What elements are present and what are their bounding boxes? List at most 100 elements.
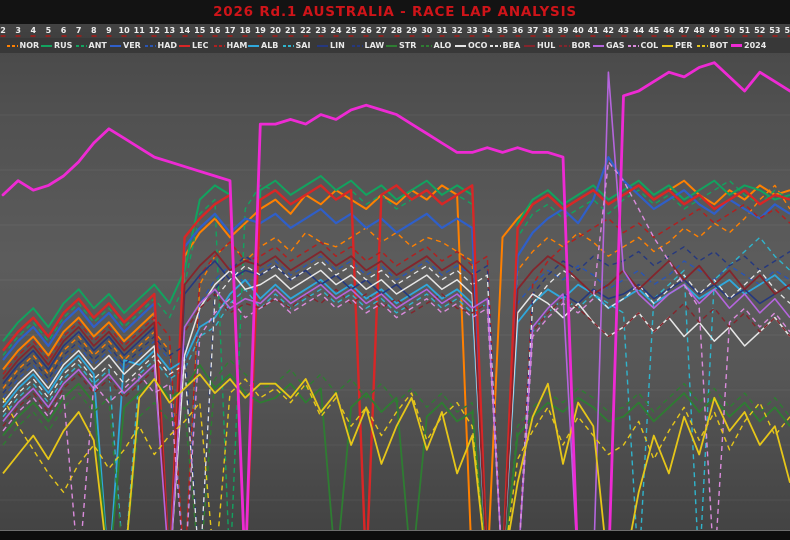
- lap-number: 5: [45, 26, 52, 35]
- lap-number: 34: [481, 26, 493, 35]
- legend-item-oco: OCO: [455, 38, 487, 53]
- series-line-2024: [1, 61, 790, 531]
- legend-item-rus: RUS: [41, 38, 72, 53]
- bottom-bar: [0, 530, 790, 540]
- legend-item-hul: HUL: [524, 38, 555, 53]
- legend-item-alo: ALO: [420, 38, 451, 53]
- lap-tick: [182, 35, 188, 37]
- lap-tick: [45, 35, 51, 37]
- legend-item-bea: BEA: [489, 38, 520, 53]
- lap-tick: [363, 35, 369, 37]
- lap-tick: [61, 35, 67, 37]
- lap-tick: [681, 35, 687, 37]
- lap-number: 44: [633, 26, 645, 35]
- lap-tick: [590, 35, 596, 37]
- legend-line-sample: [351, 44, 363, 47]
- lap-tick: [711, 35, 717, 37]
- legend-driver-code: LIN: [330, 41, 345, 50]
- lap-number: 11: [133, 26, 145, 35]
- legend-item-col: COL: [627, 38, 659, 53]
- lap-number: 23: [315, 26, 327, 35]
- lap-tick: [151, 35, 157, 37]
- lap-tick: [772, 35, 778, 37]
- lap-tick: [318, 35, 324, 37]
- lap-tick: [242, 35, 248, 37]
- legend-driver-code: ALB: [261, 41, 279, 50]
- legend-driver-code: NOR: [19, 41, 40, 50]
- legend-line-sample: [455, 44, 466, 47]
- lap-tick: [227, 35, 233, 37]
- lap-number: 38: [542, 26, 554, 35]
- legend-driver-code: COL: [640, 41, 659, 50]
- lap-number: 47: [678, 26, 690, 35]
- lap-tick: [15, 35, 21, 37]
- legend-item-sai: SAI: [282, 38, 310, 53]
- lap-tick: [91, 35, 97, 37]
- legend-line-sample: [696, 44, 708, 47]
- lap-tick: [409, 35, 415, 37]
- lap-number: 33: [466, 26, 478, 35]
- lap-number: 50: [723, 26, 736, 35]
- legend-driver-code: 2024: [744, 41, 767, 50]
- lap-number: 2: [0, 26, 6, 35]
- lap-tick: [454, 35, 460, 37]
- chart-title: 2026 Rd.1 AUSTRALIA - RACE LAP ANALYSIS: [213, 4, 577, 20]
- lap-tick: [212, 35, 218, 37]
- legend-driver-code: BOR: [571, 41, 591, 50]
- lap-number: 48: [693, 26, 705, 35]
- title-bar: 2026 Rd.1 AUSTRALIA - RACE LAP ANALYSIS: [0, 0, 790, 24]
- lap-tick: [333, 35, 339, 37]
- lap-tick: [272, 35, 278, 37]
- legend-item-str: STR: [386, 38, 416, 53]
- lap-tick: [696, 35, 702, 37]
- lap-tick: [469, 35, 475, 37]
- legend-line-sample: [489, 44, 501, 47]
- legend-line-sample: [317, 44, 328, 47]
- lap-number: 32: [451, 26, 463, 35]
- lap-number: 37: [527, 26, 539, 35]
- lap-tick: [636, 35, 642, 37]
- lap-tick: [499, 35, 505, 37]
- lap-number: 27: [375, 26, 387, 35]
- lap-tick: [348, 35, 354, 37]
- lap-number: 46: [663, 26, 675, 35]
- legend-driver-code: OCO: [468, 41, 488, 50]
- lap-number: 14: [179, 26, 191, 35]
- lap-tick: [726, 35, 732, 37]
- lap-number: 22: [300, 26, 312, 35]
- legend-item-per: PER: [662, 38, 693, 53]
- legend-driver-code: HUL: [537, 41, 556, 50]
- series-line-alb: [2, 274, 790, 531]
- lap-number: 18: [239, 26, 251, 35]
- legend-driver-code: STR: [399, 41, 417, 50]
- lap-tick: [666, 35, 672, 37]
- legend-item-ver: VER: [110, 38, 141, 53]
- legend-line-sample: [282, 44, 294, 47]
- legend-item-ant: ANT: [75, 38, 107, 53]
- lap-number: 8: [91, 26, 97, 35]
- lap-tick: [575, 35, 581, 37]
- lap-tick: [530, 35, 536, 37]
- legend-item-lin: LIN: [317, 38, 345, 53]
- lap-tick: [106, 35, 112, 37]
- lap-number: 31: [436, 26, 448, 35]
- lap-number: 52: [754, 26, 766, 35]
- lap-tick: [515, 35, 521, 37]
- series-line-str: [2, 363, 790, 531]
- legend-item-bot: BOT: [696, 38, 728, 53]
- legend-line-sample: [593, 44, 604, 47]
- legend-item-2024: 2024: [731, 38, 766, 53]
- lap-number: 41: [587, 26, 599, 35]
- lap-number: 4: [30, 26, 37, 35]
- series-line-col: [2, 161, 790, 531]
- lap-tick: [166, 35, 172, 37]
- lap-number: 15: [194, 26, 206, 35]
- legend-line-sample: [558, 44, 570, 47]
- series-line-hul: [2, 250, 790, 531]
- lap-number: 12: [148, 26, 160, 35]
- legend-driver-code: GAS: [606, 41, 625, 50]
- lap-number: 13: [163, 26, 176, 35]
- lap-number: 26: [360, 26, 372, 35]
- lap-number: 51: [739, 26, 751, 35]
- legend-item-alb: ALB: [248, 38, 278, 53]
